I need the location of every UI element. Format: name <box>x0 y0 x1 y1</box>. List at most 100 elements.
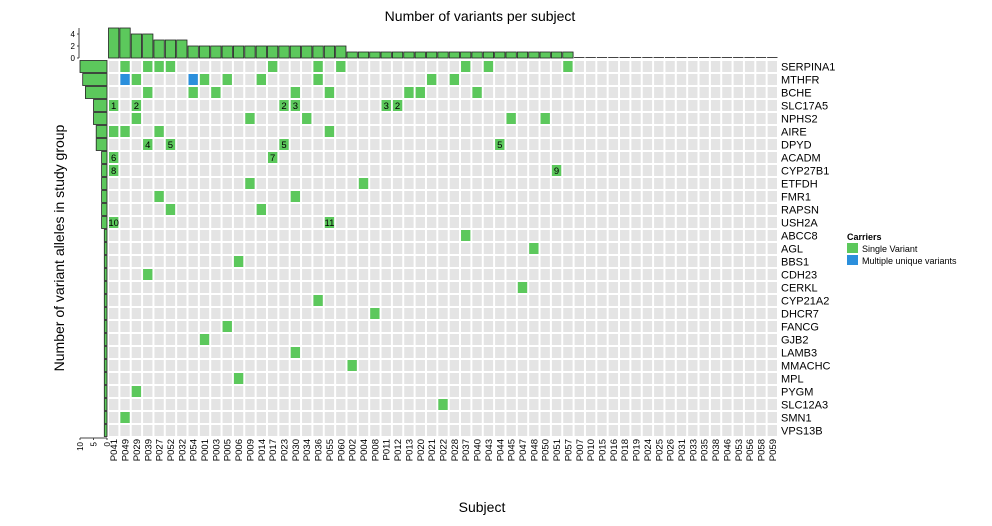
empty-cell <box>461 100 471 111</box>
empty-cell <box>540 295 550 306</box>
empty-cell <box>574 61 584 72</box>
empty-cell <box>665 230 675 241</box>
empty-cell <box>472 321 482 332</box>
gene-bar <box>103 385 108 398</box>
empty-cell <box>756 334 766 345</box>
empty-cell <box>404 399 414 410</box>
empty-cell <box>551 412 562 423</box>
empty-cell <box>165 373 176 384</box>
subject-bar <box>494 51 506 59</box>
gene-bar <box>101 216 108 229</box>
empty-cell <box>188 178 198 189</box>
empty-cell <box>347 386 357 397</box>
empty-cell <box>699 282 709 293</box>
empty-cell <box>688 347 698 358</box>
empty-cell <box>233 334 244 345</box>
empty-cell <box>415 113 425 124</box>
empty-cell <box>302 230 312 241</box>
empty-cell <box>347 321 357 332</box>
empty-cell <box>143 373 153 384</box>
subject-label: P004 <box>359 439 370 461</box>
gene-bar <box>93 99 108 112</box>
empty-cell <box>642 152 653 163</box>
empty-cell <box>551 308 562 319</box>
empty-cell <box>620 126 630 137</box>
empty-cell <box>461 347 471 358</box>
empty-cell <box>506 126 516 137</box>
empty-cell <box>392 321 403 332</box>
empty-cell <box>733 243 743 254</box>
empty-cell <box>313 321 323 332</box>
gene-label: DPYD <box>781 140 812 152</box>
empty-cell <box>483 269 494 280</box>
empty-cell <box>404 126 414 137</box>
empty-cell <box>517 386 528 397</box>
empty-cell <box>495 152 505 163</box>
single-variant-cell <box>426 74 437 85</box>
empty-cell <box>472 100 482 111</box>
empty-cell <box>574 360 584 371</box>
empty-cell <box>188 386 198 397</box>
subject-bar <box>482 51 495 59</box>
empty-cell <box>358 399 369 410</box>
gene-bar <box>103 424 108 437</box>
empty-cell <box>620 360 630 371</box>
empty-cell <box>165 269 176 280</box>
gene-label: VPS13B <box>781 426 823 438</box>
empty-cell <box>483 139 494 150</box>
empty-cell <box>120 204 130 215</box>
empty-cell <box>392 308 403 319</box>
empty-cell <box>211 334 221 345</box>
empty-cell <box>608 425 619 436</box>
legend-title: Carriers <box>847 232 882 242</box>
subject-label: P007 <box>575 439 586 461</box>
empty-cell <box>245 152 255 163</box>
empty-cell <box>392 412 403 423</box>
empty-cell <box>722 178 732 189</box>
empty-cell <box>302 321 312 332</box>
empty-cell <box>233 243 244 254</box>
empty-cell <box>563 334 573 345</box>
empty-cell <box>744 425 755 436</box>
single-variant-cell <box>279 100 289 111</box>
empty-cell <box>563 360 573 371</box>
empty-cell <box>143 347 153 358</box>
empty-cell <box>620 165 630 176</box>
empty-cell <box>267 165 278 176</box>
single-variant-cell <box>324 87 335 98</box>
empty-cell <box>676 87 687 98</box>
subject-bar <box>278 45 290 59</box>
subject-label: P035 <box>700 439 711 461</box>
empty-cell <box>324 386 335 397</box>
empty-cell <box>290 243 301 254</box>
empty-cell <box>597 87 607 98</box>
empty-cell <box>211 61 221 72</box>
empty-cell <box>438 191 448 202</box>
empty-cell <box>120 347 130 358</box>
empty-cell <box>608 243 619 254</box>
empty-cell <box>756 61 766 72</box>
empty-cell <box>154 100 164 111</box>
empty-cell <box>733 204 743 215</box>
empty-cell <box>608 308 619 319</box>
subject-label: P044 <box>495 439 506 461</box>
gene-label: BCHE <box>781 88 812 100</box>
empty-cell <box>517 334 528 345</box>
empty-cell <box>154 334 164 345</box>
empty-cell <box>688 425 698 436</box>
empty-cell <box>631 126 641 137</box>
empty-cell <box>506 308 516 319</box>
empty-cell <box>267 308 278 319</box>
empty-cell <box>290 152 301 163</box>
empty-cell <box>551 373 562 384</box>
empty-cell <box>120 139 130 150</box>
gene-bar <box>103 333 108 346</box>
empty-cell <box>188 256 198 267</box>
empty-cell <box>256 412 266 423</box>
empty-cell <box>120 321 130 332</box>
empty-cell <box>722 412 732 423</box>
empty-cell <box>404 334 414 345</box>
empty-cell <box>392 295 403 306</box>
empty-cell <box>710 74 721 85</box>
